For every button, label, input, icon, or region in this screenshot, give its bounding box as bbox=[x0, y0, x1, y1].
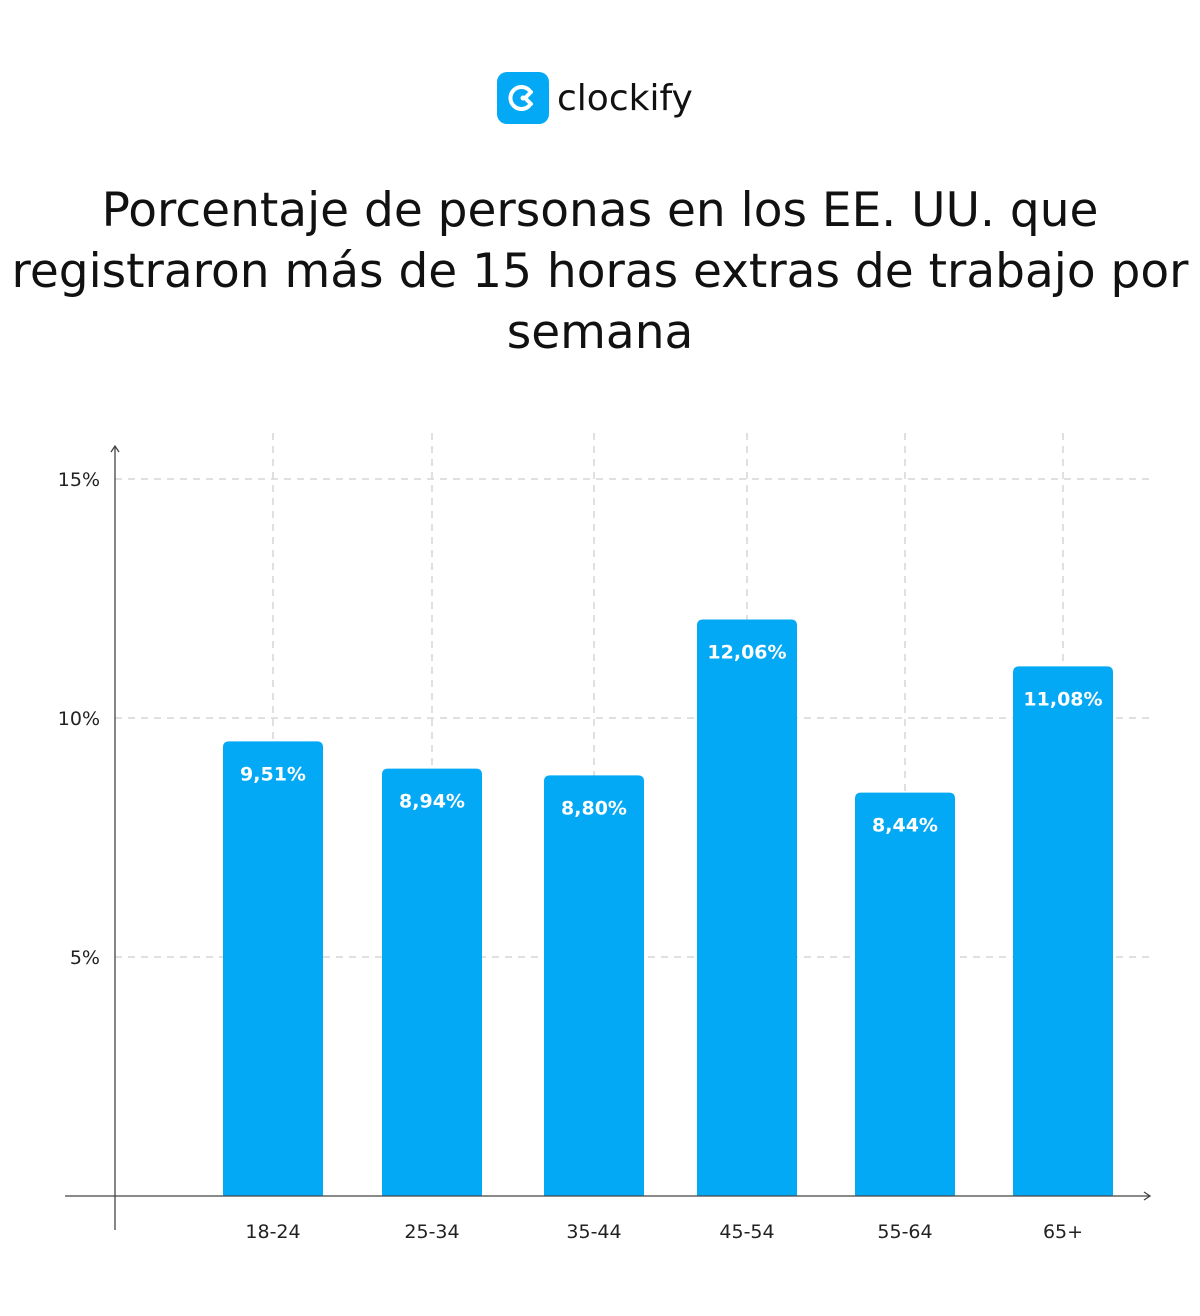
x-tick-label: 65+ bbox=[1043, 1221, 1083, 1243]
data-label: 8,80% bbox=[561, 797, 627, 819]
chart-title: Porcentaje de personas en los EE. UU. qu… bbox=[11, 183, 1189, 360]
y-tick-label: 10% bbox=[58, 708, 100, 730]
clockify-logo: clockify bbox=[497, 72, 693, 124]
clockify-logo-text: clockify bbox=[557, 77, 693, 119]
clockify-logo-icon bbox=[497, 72, 549, 124]
x-tick-label: 55-64 bbox=[877, 1221, 932, 1243]
x-tick-label: 45-54 bbox=[719, 1221, 774, 1243]
x-tick-label: 18-24 bbox=[245, 1221, 300, 1243]
bar bbox=[1013, 666, 1113, 1196]
bar bbox=[697, 619, 797, 1196]
x-tick-label: 25-34 bbox=[404, 1221, 459, 1243]
y-tick-label: 5% bbox=[70, 947, 100, 969]
bar bbox=[223, 741, 323, 1196]
data-label: 8,44% bbox=[872, 815, 938, 837]
data-label: 11,08% bbox=[1023, 688, 1102, 710]
y-tick-label: 15% bbox=[58, 469, 100, 491]
bar bbox=[544, 775, 644, 1196]
bar bbox=[855, 792, 955, 1196]
data-label: 9,51% bbox=[240, 763, 306, 785]
bars bbox=[223, 619, 1113, 1196]
bar bbox=[382, 768, 482, 1196]
axes bbox=[65, 444, 1152, 1230]
y-axis-arrow bbox=[110, 444, 120, 453]
x-tick-label: 35-44 bbox=[566, 1221, 621, 1243]
x-axis-arrow bbox=[1143, 1191, 1152, 1201]
data-label: 12,06% bbox=[707, 642, 786, 664]
data-label: 8,94% bbox=[399, 791, 465, 813]
labels: 5% 10% 15% 9,51% 18-24 8,94% 25-34 8,80% 35-44 12… bbox=[58, 469, 1103, 1243]
